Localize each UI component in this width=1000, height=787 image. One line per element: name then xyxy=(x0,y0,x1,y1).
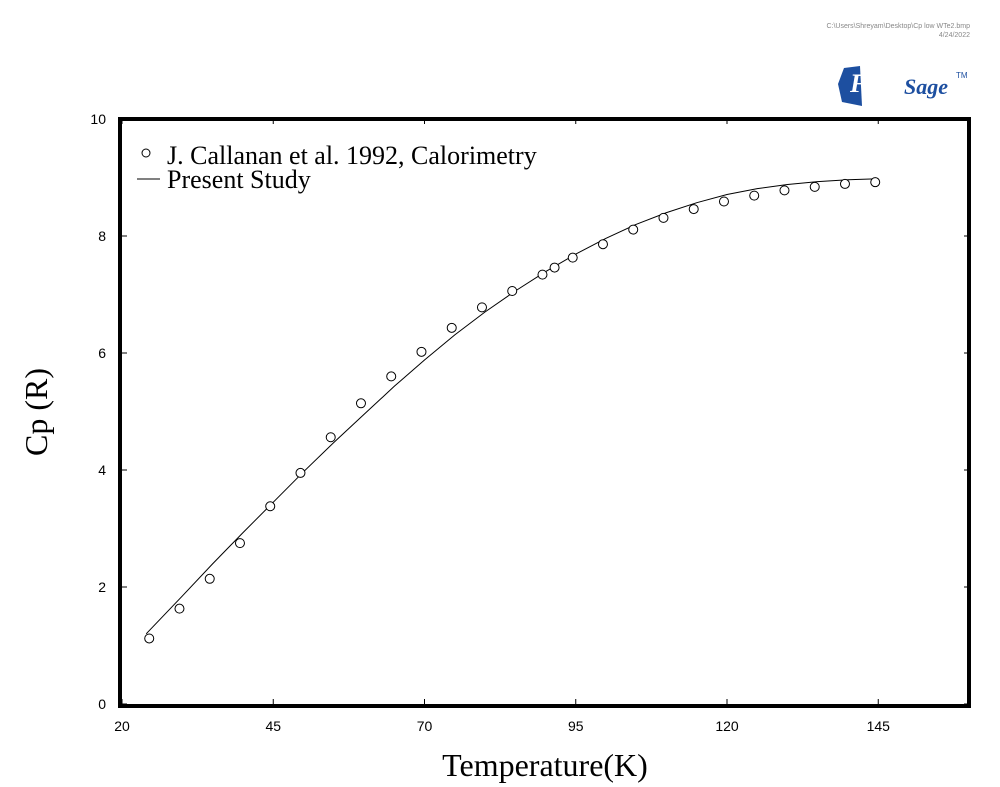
data-point xyxy=(476,302,487,313)
y-tick-label: 0 xyxy=(98,696,106,712)
y-axis-ticks: 0 2 4 6 8 10 xyxy=(90,111,969,712)
data-point xyxy=(567,252,578,263)
logo-text-fact: Fact xyxy=(849,69,900,98)
factsage-logo: Fact Sage TM xyxy=(838,66,968,106)
data-point xyxy=(295,467,306,478)
x-axis-label: Temperature(K) xyxy=(442,747,648,783)
legend-label-present-study: Present Study xyxy=(167,165,311,194)
data-point xyxy=(446,322,457,333)
y-tick-label: 8 xyxy=(98,228,106,244)
data-point xyxy=(265,501,276,512)
y-tick-label: 6 xyxy=(98,345,106,361)
data-point xyxy=(507,285,518,296)
series-points-callanan xyxy=(144,177,881,644)
x-tick-label: 20 xyxy=(114,718,130,734)
data-point xyxy=(809,181,820,192)
legend-marker-circle xyxy=(141,148,151,158)
y-tick-label: 2 xyxy=(98,579,106,595)
file-path-text: C:\Users\Shreyam\Desktop\Cp low WTe2.bmp xyxy=(826,23,970,30)
data-point xyxy=(718,196,729,207)
data-point xyxy=(174,603,185,614)
x-axis-ticks: 20 45 70 95 120 145 xyxy=(114,119,890,734)
x-tick-label: 145 xyxy=(867,718,891,734)
data-point xyxy=(325,432,336,443)
data-point xyxy=(688,204,699,215)
data-point xyxy=(355,398,366,409)
y-axis-label: Cp (R) xyxy=(18,368,54,456)
y-tick-label: 4 xyxy=(98,462,106,478)
data-point xyxy=(549,262,560,273)
data-point xyxy=(144,633,155,644)
plot-frame xyxy=(118,117,971,708)
logo-tm: TM xyxy=(956,71,968,80)
data-point xyxy=(234,538,245,549)
data-point xyxy=(416,346,427,357)
file-path-stamp: C:\Users\Shreyam\Desktop\Cp low WTe2.bmp… xyxy=(826,22,970,40)
x-tick-label: 95 xyxy=(568,718,584,734)
data-point xyxy=(749,190,760,201)
data-point xyxy=(628,224,639,235)
y-tick-label: 10 xyxy=(90,111,106,127)
legend-label-calorimetry: J. Callanan et al. 1992, Calorimetry xyxy=(167,141,537,170)
data-point xyxy=(658,212,669,223)
data-point xyxy=(870,177,881,188)
logo-text-sage: Sage xyxy=(904,74,948,99)
data-point xyxy=(537,269,548,280)
data-point xyxy=(204,573,215,584)
data-point xyxy=(779,185,790,196)
x-tick-label: 120 xyxy=(715,718,739,734)
data-point xyxy=(839,178,850,189)
x-tick-label: 45 xyxy=(265,718,281,734)
logo-emblem-shape xyxy=(838,66,862,106)
series-line-present-study xyxy=(145,178,879,635)
data-point xyxy=(597,239,608,250)
file-date-text: 4/24/2022 xyxy=(938,32,970,39)
x-tick-label: 70 xyxy=(417,718,433,734)
data-point xyxy=(386,371,397,382)
